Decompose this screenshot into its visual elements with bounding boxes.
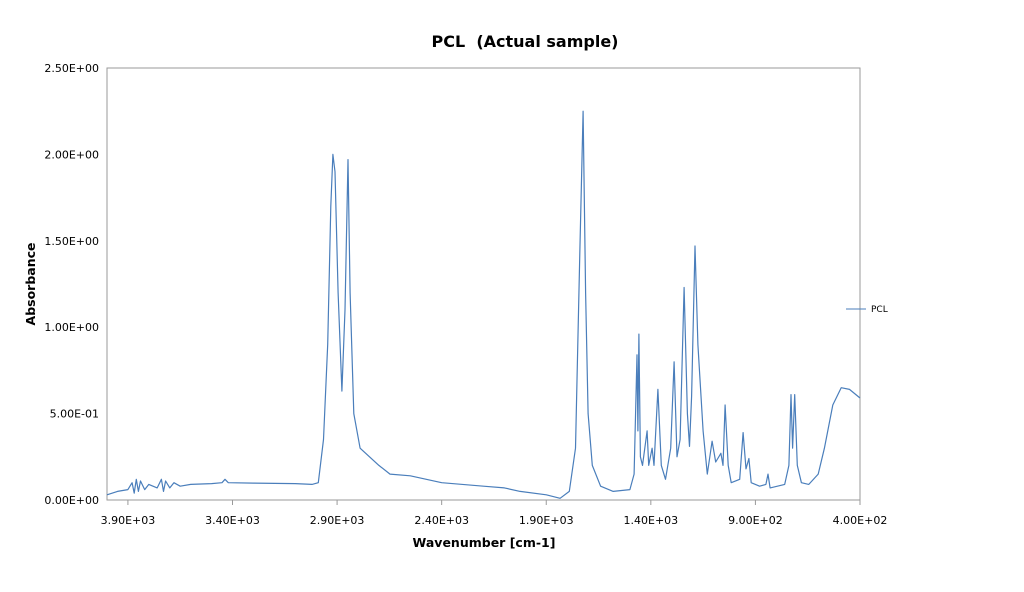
y-tick-label: 0.00E+00 — [44, 494, 99, 507]
x-axis: 3.90E+03 3.40E+03 2.90E+03 2.40E+03 1.90E+03… — [101, 500, 888, 527]
plot-area — [106, 67, 861, 501]
chart-title: PCL (Actual sample) — [432, 32, 619, 51]
x-tick-label: 4.00E+02 — [833, 514, 888, 527]
y-tick-label: 2.50E+00 — [44, 62, 99, 75]
x-tick-label: 1.40E+03 — [624, 514, 679, 527]
y-axis: 0.00E+00 5.00E-01 1.00E+00 1.50E+00 2.00E+00… — [44, 62, 99, 507]
x-tick-label: 3.90E+03 — [101, 514, 156, 527]
series-line-pcl — [106, 110, 861, 499]
legend: PCL — [846, 305, 888, 315]
y-tick-label: 1.50E+00 — [44, 235, 99, 248]
x-tick-label: 1.90E+03 — [519, 514, 574, 527]
x-axis-label: Wavenumber [cm-1] — [413, 535, 556, 550]
y-tick-label: 2.00E+00 — [44, 148, 99, 161]
y-tick-label: 1.00E+00 — [44, 321, 99, 334]
x-tick-label: 2.40E+03 — [414, 514, 469, 527]
x-tick-label: 2.90E+03 — [310, 514, 365, 527]
x-tick-label: 9.00E+02 — [728, 514, 783, 527]
y-axis-label: Absorbance — [23, 243, 38, 326]
series-group — [106, 110, 861, 499]
x-tick-label: 3.40E+03 — [205, 514, 260, 527]
legend-label: PCL — [871, 305, 888, 315]
y-tick-label: 5.00E-01 — [50, 408, 99, 421]
